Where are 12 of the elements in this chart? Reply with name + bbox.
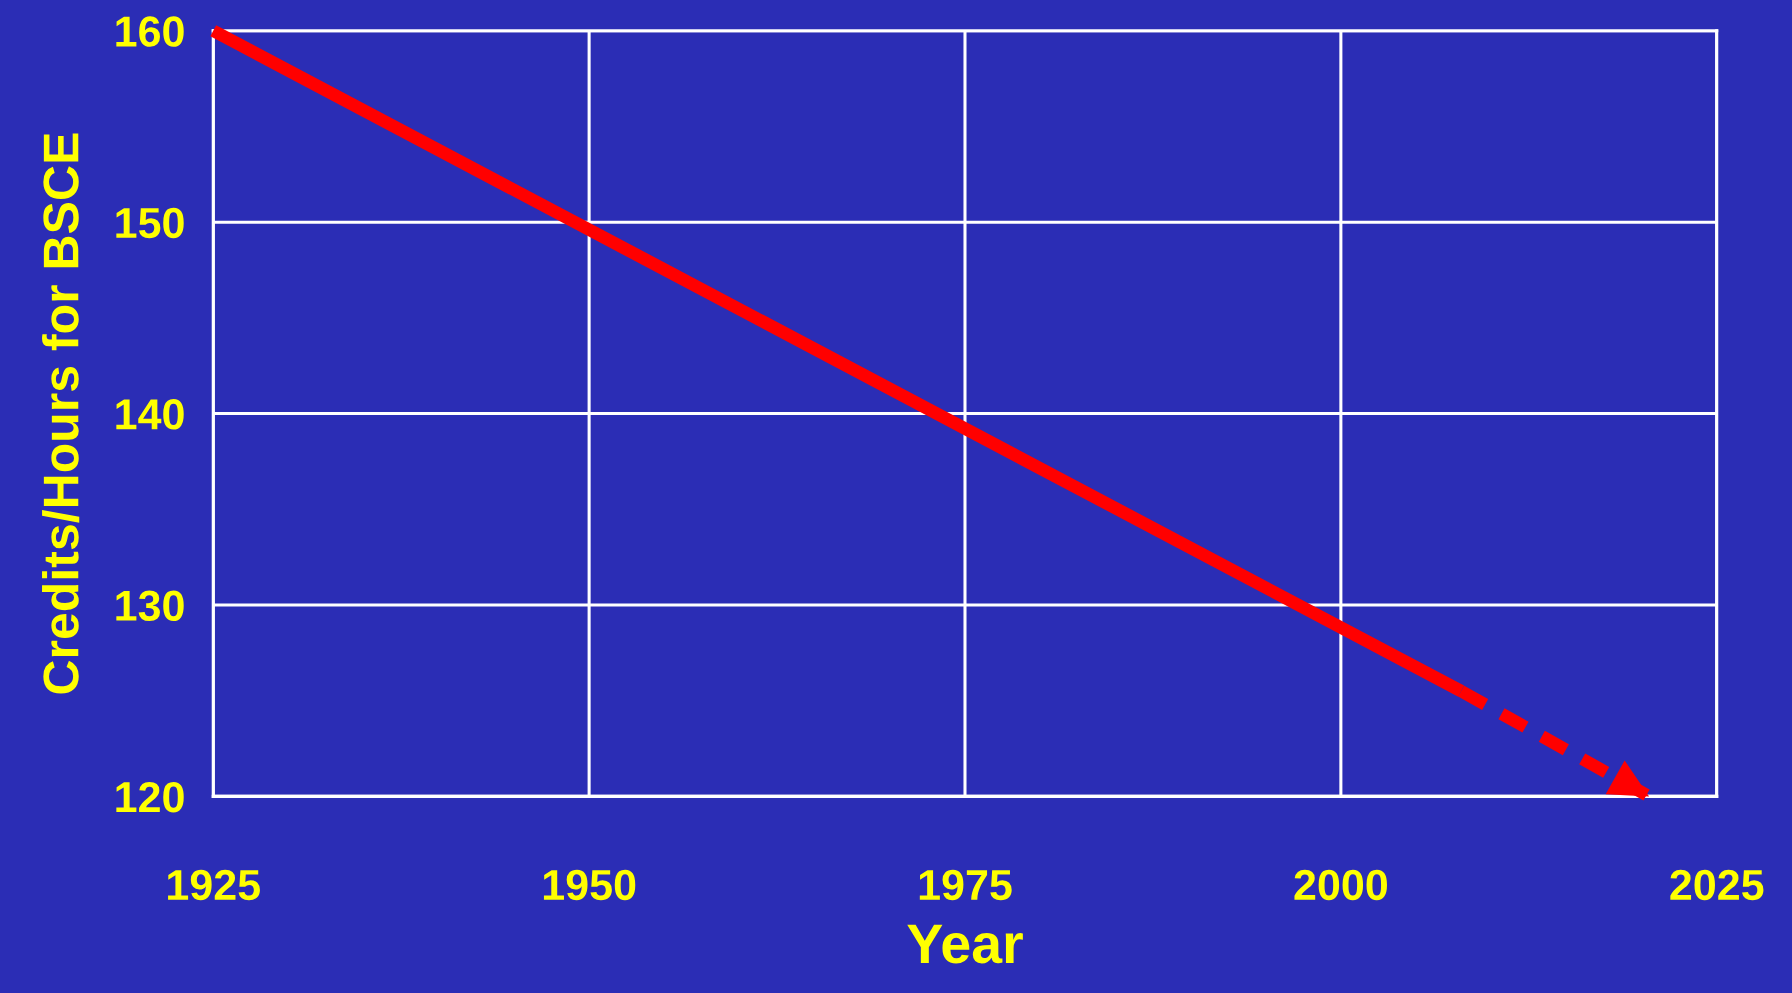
y-axis-title: Credits/Hours for BSCE: [42, 133, 80, 694]
y-tick-label: 140: [116, 399, 184, 430]
x-axis-title: Year: [907, 924, 1023, 964]
x-tick-label: 1950: [543, 869, 636, 901]
x-tick-label: 2000: [1294, 869, 1387, 901]
y-tick-label: 160: [116, 16, 184, 47]
x-tick-label: 1975: [919, 869, 1012, 901]
y-tick-label: 120: [116, 781, 184, 813]
y-tick-label: 150: [116, 207, 184, 239]
y-tick-label: 130: [116, 590, 184, 622]
x-tick-label: 2025: [1670, 869, 1764, 901]
x-tick-label: 1925: [168, 869, 260, 901]
